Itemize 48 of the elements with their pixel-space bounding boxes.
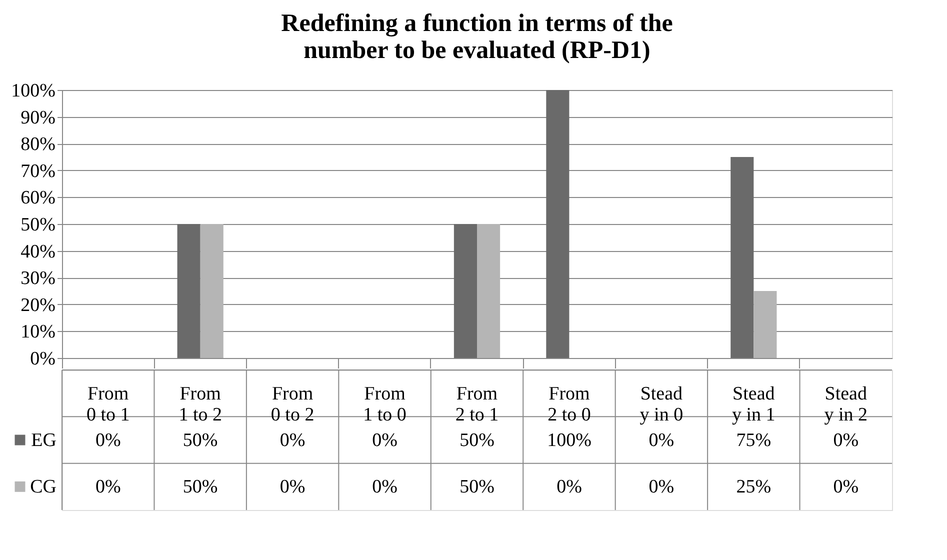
x-tick-label: Steady in 2	[824, 383, 868, 426]
x-tick-label: Steady in 1	[732, 383, 776, 426]
x-tick-label: From 0 to 1	[86, 383, 130, 426]
y-tick-label: 40%	[20, 241, 56, 262]
y-tick-label: 100%	[11, 80, 56, 102]
data-label: 75%	[736, 430, 772, 451]
data-label: 0%	[95, 476, 121, 498]
data-label: 0%	[280, 430, 306, 451]
data-label: 25%	[736, 476, 772, 498]
data-label: 0%	[556, 476, 582, 498]
bar	[546, 90, 570, 358]
legend-label: CG	[30, 476, 57, 498]
data-label: 0%	[280, 476, 306, 498]
data-label: 0%	[648, 476, 674, 498]
data-label: 50%	[182, 476, 218, 498]
x-tick-label: Steady in 0	[640, 383, 684, 426]
data-label: 0%	[372, 430, 398, 451]
y-tick-label: 20%	[20, 294, 56, 316]
y-tick-label: 50%	[20, 214, 56, 236]
bar	[177, 224, 200, 358]
data-label: 100%	[547, 430, 592, 451]
bar	[454, 224, 477, 358]
data-label: 50%	[182, 430, 218, 451]
bar	[200, 224, 224, 358]
data-label: 0%	[95, 430, 121, 451]
legend-label: EG	[31, 430, 57, 451]
y-tick-label: 60%	[20, 188, 56, 209]
y-tick-label: 80%	[20, 134, 56, 156]
y-tick-label: 90%	[20, 107, 56, 128]
y-tick-label: 70%	[20, 160, 56, 182]
x-tick-label: From 2 to 0	[548, 383, 591, 426]
data-label: 50%	[460, 430, 495, 451]
data-label: 0%	[833, 430, 859, 451]
y-tick-label: 0%	[30, 348, 56, 370]
data-label: 0%	[648, 430, 674, 451]
x-tick-label: From 0 to 2	[270, 383, 314, 426]
bar	[477, 224, 500, 358]
bar	[730, 157, 754, 358]
bar	[754, 291, 777, 358]
data-label: 0%	[372, 476, 398, 498]
data-label: 0%	[833, 476, 859, 498]
x-tick-label: From 1 to 2	[178, 383, 222, 426]
x-tick-label: From 1 to 0	[363, 383, 406, 426]
y-tick-label: 10%	[20, 322, 56, 343]
x-tick-label: From 2 to 1	[455, 383, 499, 426]
data-label: 50%	[460, 476, 495, 498]
chart-title: Redefining a function in terms of the number to be evaluated (RP-D1)	[281, 10, 673, 64]
y-tick-label: 30%	[20, 268, 56, 290]
